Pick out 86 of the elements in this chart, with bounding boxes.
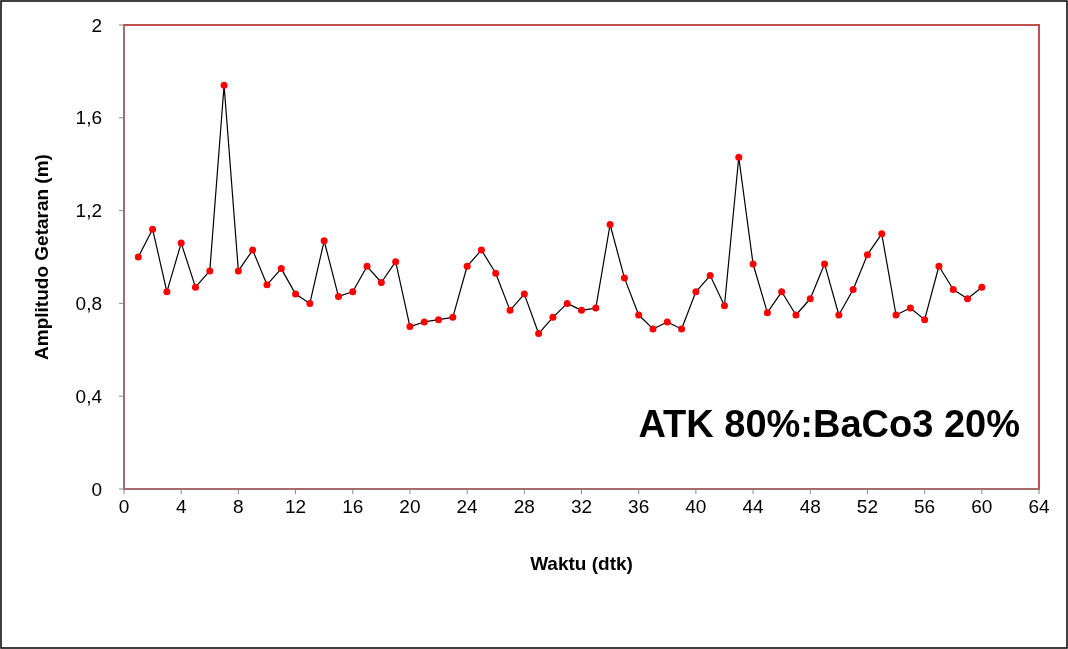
x-tick-label: 4 [175, 496, 187, 517]
x-tick-label: 24 [456, 496, 479, 517]
point [821, 260, 829, 268]
point [492, 269, 500, 277]
point [563, 299, 571, 307]
point [177, 239, 185, 247]
point [592, 304, 600, 312]
point [978, 283, 986, 291]
point [363, 262, 371, 270]
point [663, 318, 671, 326]
point [535, 330, 543, 338]
point [949, 285, 957, 293]
x-tick-label: 36 [628, 496, 650, 517]
x-tick-label: 60 [971, 496, 993, 517]
x-tick-label: 8 [233, 496, 244, 517]
x-tick-label: 32 [570, 496, 593, 517]
point [377, 279, 385, 287]
x-tick-label: 44 [742, 496, 765, 517]
y-tick-label: 2 [91, 14, 102, 36]
x-tick-label: 12 [284, 496, 307, 517]
point [778, 288, 786, 296]
point [320, 237, 328, 245]
point [964, 295, 972, 303]
point [620, 274, 628, 282]
point [277, 265, 285, 273]
point [720, 302, 728, 310]
point [206, 267, 214, 275]
point [763, 309, 771, 317]
x-axis-title: Waktu (dtk) [530, 553, 633, 574]
point [435, 316, 443, 324]
point [306, 299, 314, 307]
point [849, 285, 857, 293]
point [906, 304, 914, 312]
point [921, 316, 929, 324]
point [349, 288, 357, 296]
point [549, 313, 557, 321]
y-tick-label: 1,2 [75, 200, 102, 222]
x-tick-label: 52 [856, 496, 879, 517]
point [649, 325, 657, 333]
y-tick-label: 1,6 [75, 107, 102, 129]
point [892, 311, 900, 319]
point [191, 283, 199, 291]
point [392, 258, 400, 266]
point [706, 272, 714, 280]
point [735, 153, 743, 161]
point [292, 290, 300, 298]
point [806, 295, 814, 303]
point [692, 288, 700, 296]
point [678, 325, 686, 333]
point [863, 251, 871, 259]
point [635, 311, 643, 319]
x-tick-label: 40 [685, 496, 707, 517]
point [477, 246, 485, 254]
point [334, 292, 342, 300]
point [449, 313, 457, 321]
x-tick-label: 16 [342, 496, 364, 517]
point [463, 262, 471, 270]
point [878, 230, 886, 238]
point [935, 262, 943, 270]
point [835, 311, 843, 319]
point [749, 260, 757, 268]
x-tick-label: 0 [118, 496, 130, 517]
point [578, 306, 585, 314]
point [792, 311, 800, 319]
point [134, 253, 142, 261]
point [249, 246, 257, 254]
point [420, 318, 428, 326]
x-tick-label: 64 [1028, 496, 1050, 517]
point [149, 225, 157, 233]
y-tick-label: 0,8 [75, 293, 102, 315]
point [163, 288, 171, 296]
point [263, 281, 271, 289]
y-tick-label: 0 [91, 478, 102, 500]
point [406, 323, 414, 331]
x-tick-label: 20 [399, 496, 421, 517]
annotation: ATK 80%:BaCo3 20% [638, 403, 1020, 445]
point [606, 221, 614, 229]
y-tick-label: 0,4 [75, 385, 103, 407]
point [234, 267, 242, 275]
point [520, 290, 528, 298]
point [220, 81, 228, 89]
point [506, 306, 514, 314]
x-tick-label: 56 [914, 496, 936, 517]
x-tick-label: 28 [513, 496, 535, 517]
x-tick-label: 48 [799, 496, 821, 517]
y-axis-title: Amplitudo Getaran (m) [31, 154, 52, 360]
